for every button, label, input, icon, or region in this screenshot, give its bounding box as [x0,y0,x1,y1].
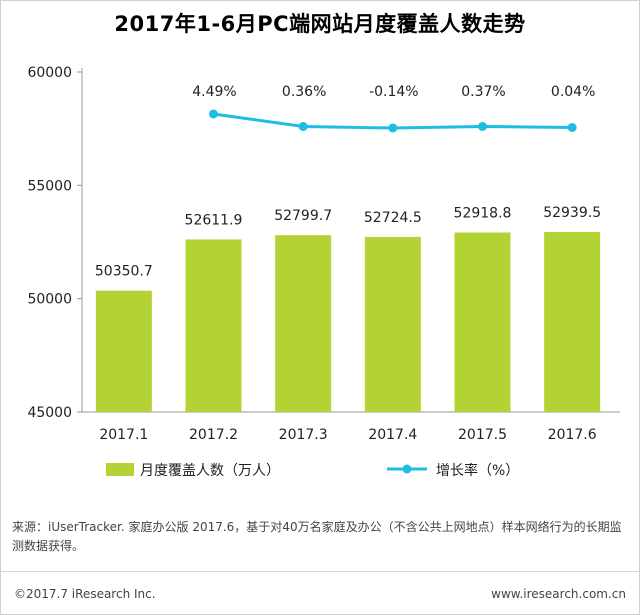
y-tick-label: 60000 [27,65,72,81]
growth-value-label: 4.49% [192,84,236,100]
x-tick-labels: 2017.1 2017.2 2017.3 2017.4 2017.5 2017.6 [99,427,596,443]
bar-value-label: 50350.7 [95,264,153,280]
bar [185,239,242,412]
y-tick-label: 45000 [27,405,72,421]
x-tick-label: 2017.5 [458,427,507,443]
growth-value-label: -0.14% [369,84,419,100]
growth-point [298,121,308,131]
x-tick-label: 2017.3 [279,427,328,443]
growth-value-label: 0.37% [461,84,505,100]
bar-value-label: 52939.5 [543,205,601,221]
bar [275,235,332,412]
growth-point [478,121,487,131]
bar-value-label: 52724.5 [364,210,422,226]
bar-value-labels: 50350.7 52611.9 52799.7 52724.5 52918.8 52939… [95,205,601,280]
copyright-text: ©2017.7 iResearch Inc. [14,587,156,601]
website-link[interactable]: www.iresearch.com.cn [491,587,626,601]
y-tick-label: 50000 [27,292,72,308]
growth-line-series [209,109,577,133]
bar [364,236,421,412]
bar [544,232,601,412]
legend-swatch-marker [402,464,412,474]
bar-series [95,232,601,412]
growth-point [209,109,218,119]
bar [454,232,511,412]
x-tick-label: 2017.2 [189,427,238,443]
growth-value-label: 0.36% [282,84,326,100]
chart-axes: 45000 50000 55000 60000 [27,65,620,421]
growth-value-label: 0.04% [551,84,595,100]
chart-canvas: 45000 50000 55000 60000 50350.7 52611.9 52799… [27,65,620,479]
legend-swatch-bar [106,463,134,476]
growth-value-labels: 4.49% 0.36% -0.14% 0.37% 0.04% [192,84,595,100]
y-tick-label: 55000 [27,178,72,194]
x-tick-label: 2017.1 [99,427,148,443]
x-tick-label: 2017.4 [368,427,417,443]
chart-title: 2017年1-6月PC端网站月度覆盖人数走势 [114,12,526,36]
bar-value-label: 52918.8 [454,206,512,222]
footer-divider [0,571,640,572]
x-tick-label: 2017.6 [548,427,597,443]
growth-point [388,123,398,133]
bar-value-label: 52799.7 [274,208,332,224]
growth-point [567,122,577,132]
bar-value-label: 52611.9 [185,212,243,228]
bar [95,290,152,412]
source-note: 来源：iUserTracker. 家庭办公版 2017.6，基于对40万名家庭及… [12,520,622,553]
legend-label-bar: 月度覆盖人数（万人） [140,463,280,479]
legend-label-line: 增长率（%） [436,462,519,479]
chart-legend: 月度覆盖人数（万人） 增长率（%） [106,462,519,479]
